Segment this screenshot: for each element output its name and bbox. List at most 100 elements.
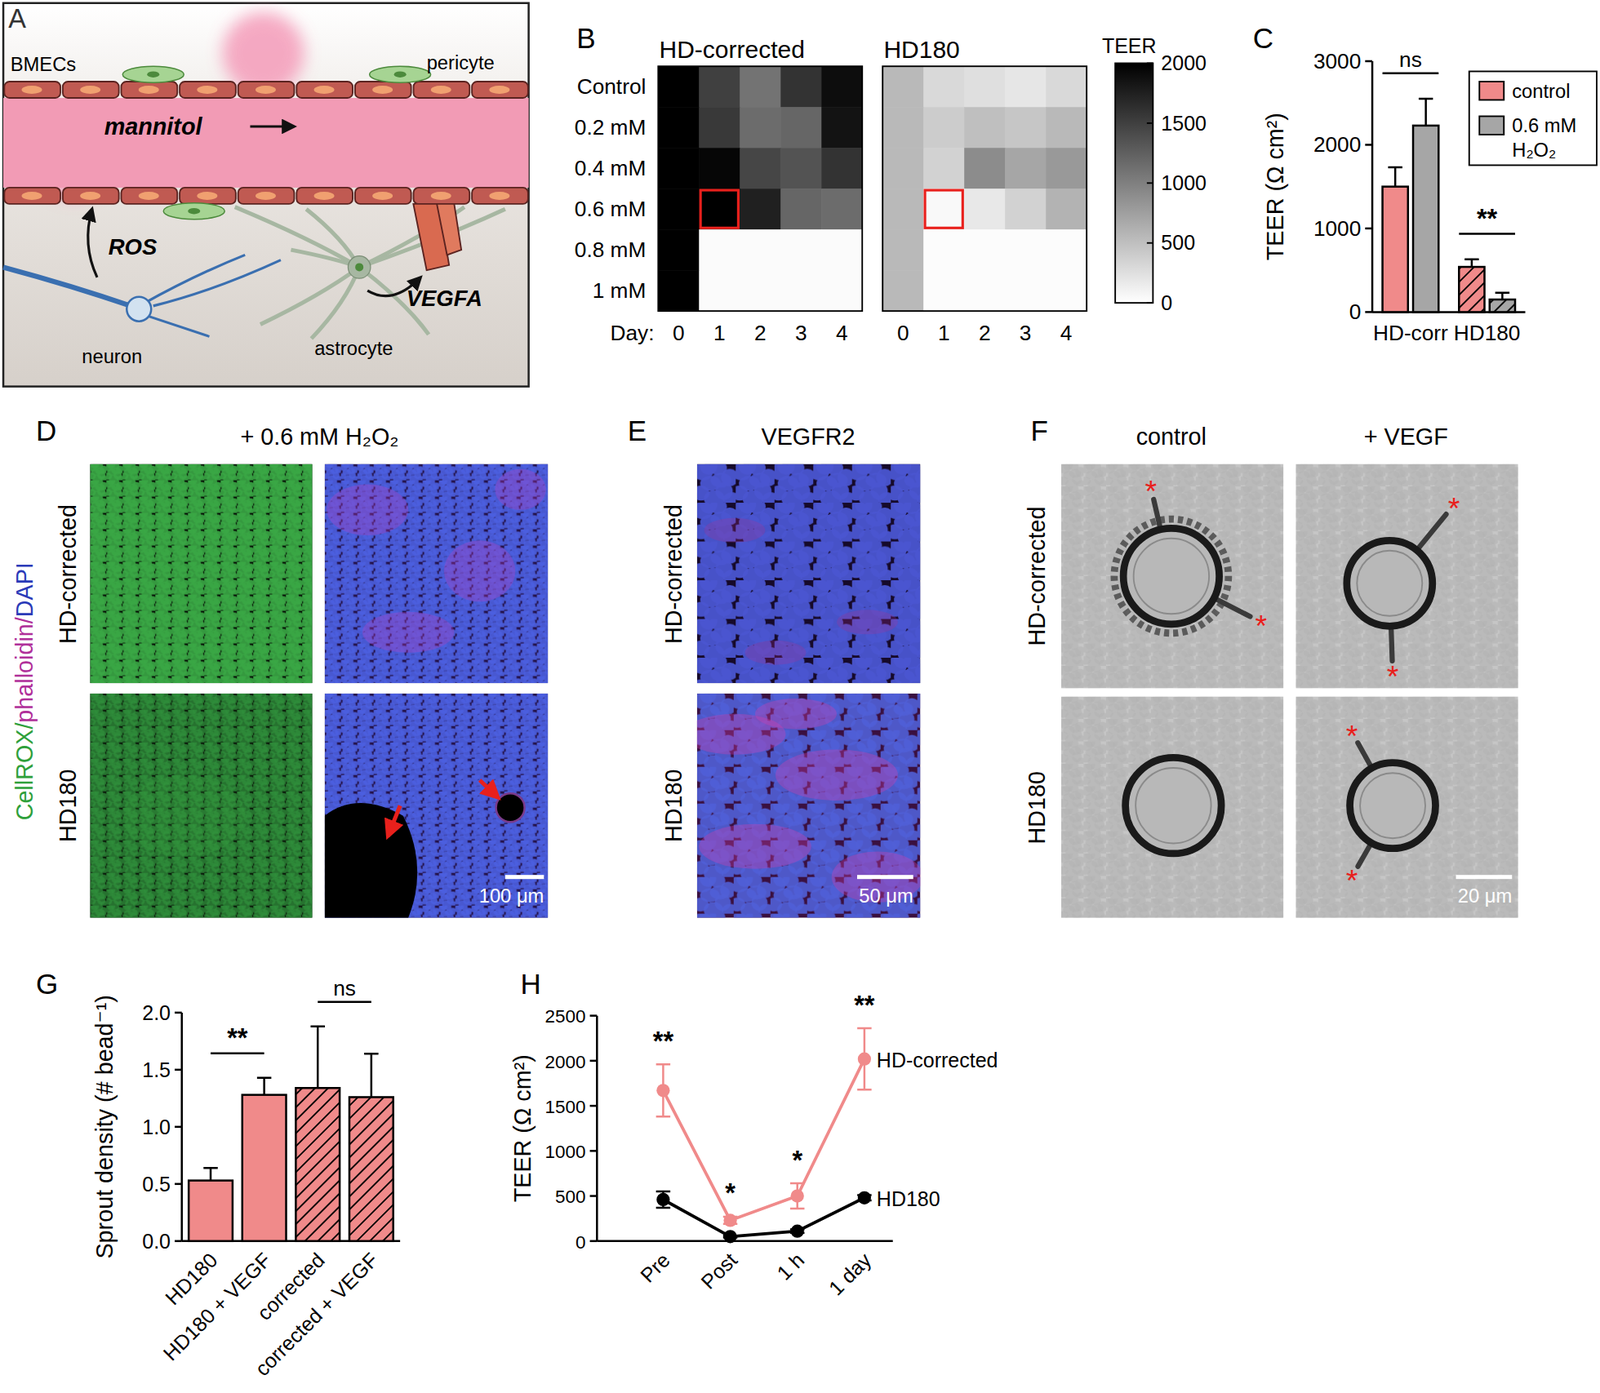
significance-line xyxy=(317,1000,372,1003)
nucleus xyxy=(355,262,364,272)
nucleus xyxy=(146,71,160,77)
micrograph-texture xyxy=(89,693,312,919)
monolayer-gap xyxy=(324,803,418,919)
label: neuron xyxy=(81,346,143,368)
y-tick-label: 2.0 xyxy=(142,1001,171,1025)
heatmap-cell xyxy=(923,229,965,272)
stain-patch xyxy=(755,698,837,729)
heatmap-cell xyxy=(739,147,782,190)
label: astrocyte xyxy=(314,337,393,360)
error-bar xyxy=(656,1064,671,1117)
stain-patch xyxy=(362,612,454,654)
stain-label: CellROX/phalloidin/DAPI xyxy=(11,562,38,821)
micrograph xyxy=(1295,697,1518,919)
heatmap-cell xyxy=(739,66,782,108)
row-label: 0.8 mM xyxy=(574,237,646,263)
highlight-box xyxy=(700,190,738,228)
marks xyxy=(188,1026,394,1242)
heatmap-cell xyxy=(1004,229,1047,272)
nucleus xyxy=(372,85,393,94)
endothelial-cell xyxy=(238,187,295,205)
significance-line xyxy=(1382,72,1440,75)
y-tick-label: 0 xyxy=(575,1232,587,1254)
heatmap-cell xyxy=(739,229,782,272)
bead xyxy=(1125,757,1222,854)
micrograph-bg xyxy=(1061,464,1284,689)
arrow xyxy=(480,780,498,798)
micrograph-bg xyxy=(1295,697,1518,919)
annotation: * xyxy=(724,1178,736,1209)
colorbar-tick-label: 1000 xyxy=(1160,171,1207,195)
heatmap-cell xyxy=(882,106,925,149)
heatmap-cell xyxy=(780,147,823,190)
error-bar xyxy=(790,1183,805,1209)
panel-label: B xyxy=(576,22,596,54)
x-tick-label: 3 xyxy=(795,320,808,346)
sprout-mark: * xyxy=(1346,719,1359,754)
heatmap-cell xyxy=(739,270,782,312)
bar xyxy=(188,1181,233,1242)
panel-title: VEGFR2 xyxy=(761,423,856,450)
y-tick xyxy=(590,1150,598,1152)
y-tick-label: 1500 xyxy=(545,1097,587,1118)
nucleus xyxy=(80,191,101,200)
x-tick-label: 1 xyxy=(937,320,951,346)
colorbar xyxy=(1115,62,1153,303)
heatmap-title: HD-corrected xyxy=(659,35,805,63)
legend: control0.6 mMH₂O₂ xyxy=(1469,71,1597,165)
bead xyxy=(1350,763,1436,849)
nucleus xyxy=(394,71,407,77)
endothelial-cell xyxy=(120,81,178,98)
heatmap-cell xyxy=(739,188,782,231)
panel-label: G xyxy=(35,968,58,1000)
pericyte xyxy=(163,203,225,220)
error-bar xyxy=(656,1191,671,1209)
y-tick xyxy=(1364,143,1373,146)
heatmap-cell xyxy=(964,147,1006,190)
row-label: 1 mM xyxy=(592,278,647,303)
endothelial-cell xyxy=(179,81,236,98)
label: pericyte xyxy=(426,52,495,74)
micrograph-texture xyxy=(324,693,549,919)
heatmap-cell xyxy=(698,106,741,149)
panel-C: 0100020003000TEER (Ω cm²)CHD-corrHD180co… xyxy=(1253,22,1597,347)
endothelial-cell xyxy=(355,81,412,98)
heatmap-cell xyxy=(821,147,863,190)
endothelial-cell xyxy=(296,187,353,205)
heatmap-cell xyxy=(780,270,823,312)
y-tick-label: 1000 xyxy=(545,1142,587,1163)
series-label: HD180 xyxy=(876,1187,941,1211)
label: mannitol xyxy=(104,113,204,140)
panel-A: ABMECspericytemannitolROSneuronastrocyte… xyxy=(3,3,529,387)
y-tick-label: 0 xyxy=(1349,299,1362,325)
pericyte xyxy=(369,66,432,83)
panel-label: F xyxy=(1030,414,1048,447)
neuron xyxy=(126,297,152,322)
nucleus xyxy=(80,85,101,94)
stain-patch xyxy=(698,824,811,870)
bar xyxy=(1382,186,1409,313)
y-tick-label: 1.0 xyxy=(142,1115,171,1139)
error-bar xyxy=(1495,293,1510,300)
micrograph-bg xyxy=(324,693,549,919)
x-tick-label: 4 xyxy=(835,320,849,346)
y-tick xyxy=(590,1014,598,1017)
heatmap-cell xyxy=(698,270,741,312)
x-tick-label: Post xyxy=(696,1248,742,1294)
series-line xyxy=(662,1059,864,1222)
bead-texture xyxy=(1360,773,1426,839)
micrograph xyxy=(1061,464,1284,689)
figure: ABMECspericytemannitolROSneuronastrocyte… xyxy=(0,0,1600,1393)
heatmap-cell xyxy=(657,147,700,190)
y-axis xyxy=(1371,61,1374,312)
stain-patch xyxy=(704,518,766,543)
error-bar xyxy=(203,1168,218,1181)
marker xyxy=(791,1225,805,1239)
stain-patch xyxy=(326,484,409,536)
heatmap-cell xyxy=(780,106,823,149)
heatmap-cell xyxy=(1045,270,1088,312)
heatmap-cell xyxy=(882,147,925,190)
panel-title: + 0.6 mM H₂O₂ xyxy=(240,423,399,450)
sprout xyxy=(1357,742,1372,769)
bar xyxy=(349,1097,394,1241)
